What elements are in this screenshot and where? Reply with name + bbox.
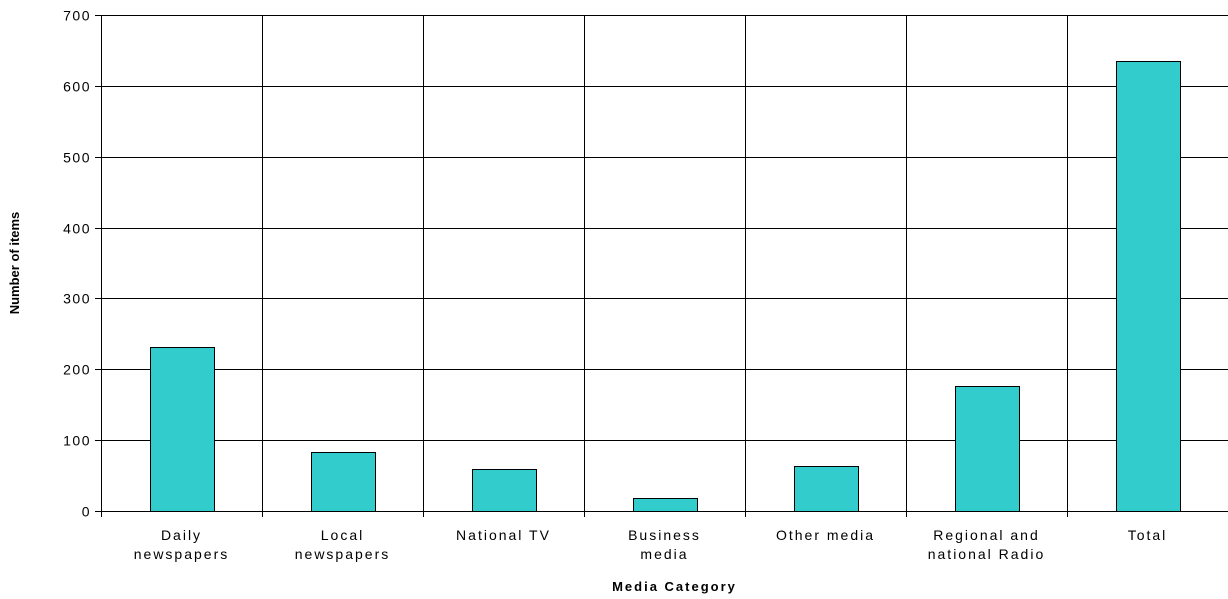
bar	[311, 452, 376, 512]
bar	[472, 469, 537, 512]
y-axis-title: Number of items	[7, 212, 22, 315]
bars	[150, 61, 1181, 512]
bar	[633, 498, 698, 512]
x-tick-label: Regional and national Radio	[928, 527, 1046, 562]
x-tick-label: Business media	[628, 527, 701, 562]
y-tick-label: 200	[63, 362, 91, 378]
bar	[150, 347, 215, 512]
y-tick-labels: 0 100 200 300 400 500 600 700	[63, 8, 101, 520]
x-axis-title: Media Category	[612, 579, 737, 594]
gridlines	[101, 15, 1228, 511]
bar	[794, 466, 859, 512]
x-tick-label: National TV	[456, 527, 551, 543]
axes	[101, 15, 1228, 512]
x-tick-label: Other media	[776, 527, 875, 543]
y-tick-label: 100	[63, 433, 91, 449]
x-tick-label: Local newspapers	[295, 527, 391, 562]
bar	[1116, 61, 1181, 512]
x-tick-label: Total	[1128, 527, 1168, 543]
y-tick-label: 600	[63, 79, 91, 95]
y-tick-label: 400	[63, 221, 91, 237]
x-tick-label: Daily newspapers	[134, 527, 230, 562]
y-tick-label: 0	[82, 504, 91, 520]
y-tick-label: 500	[63, 150, 91, 166]
bar	[955, 386, 1020, 512]
x-tick-labels: Daily newspapers Local newspapers National T…	[101, 511, 1168, 562]
y-tick-label: 300	[63, 291, 91, 307]
y-tick-label: 700	[63, 8, 91, 24]
